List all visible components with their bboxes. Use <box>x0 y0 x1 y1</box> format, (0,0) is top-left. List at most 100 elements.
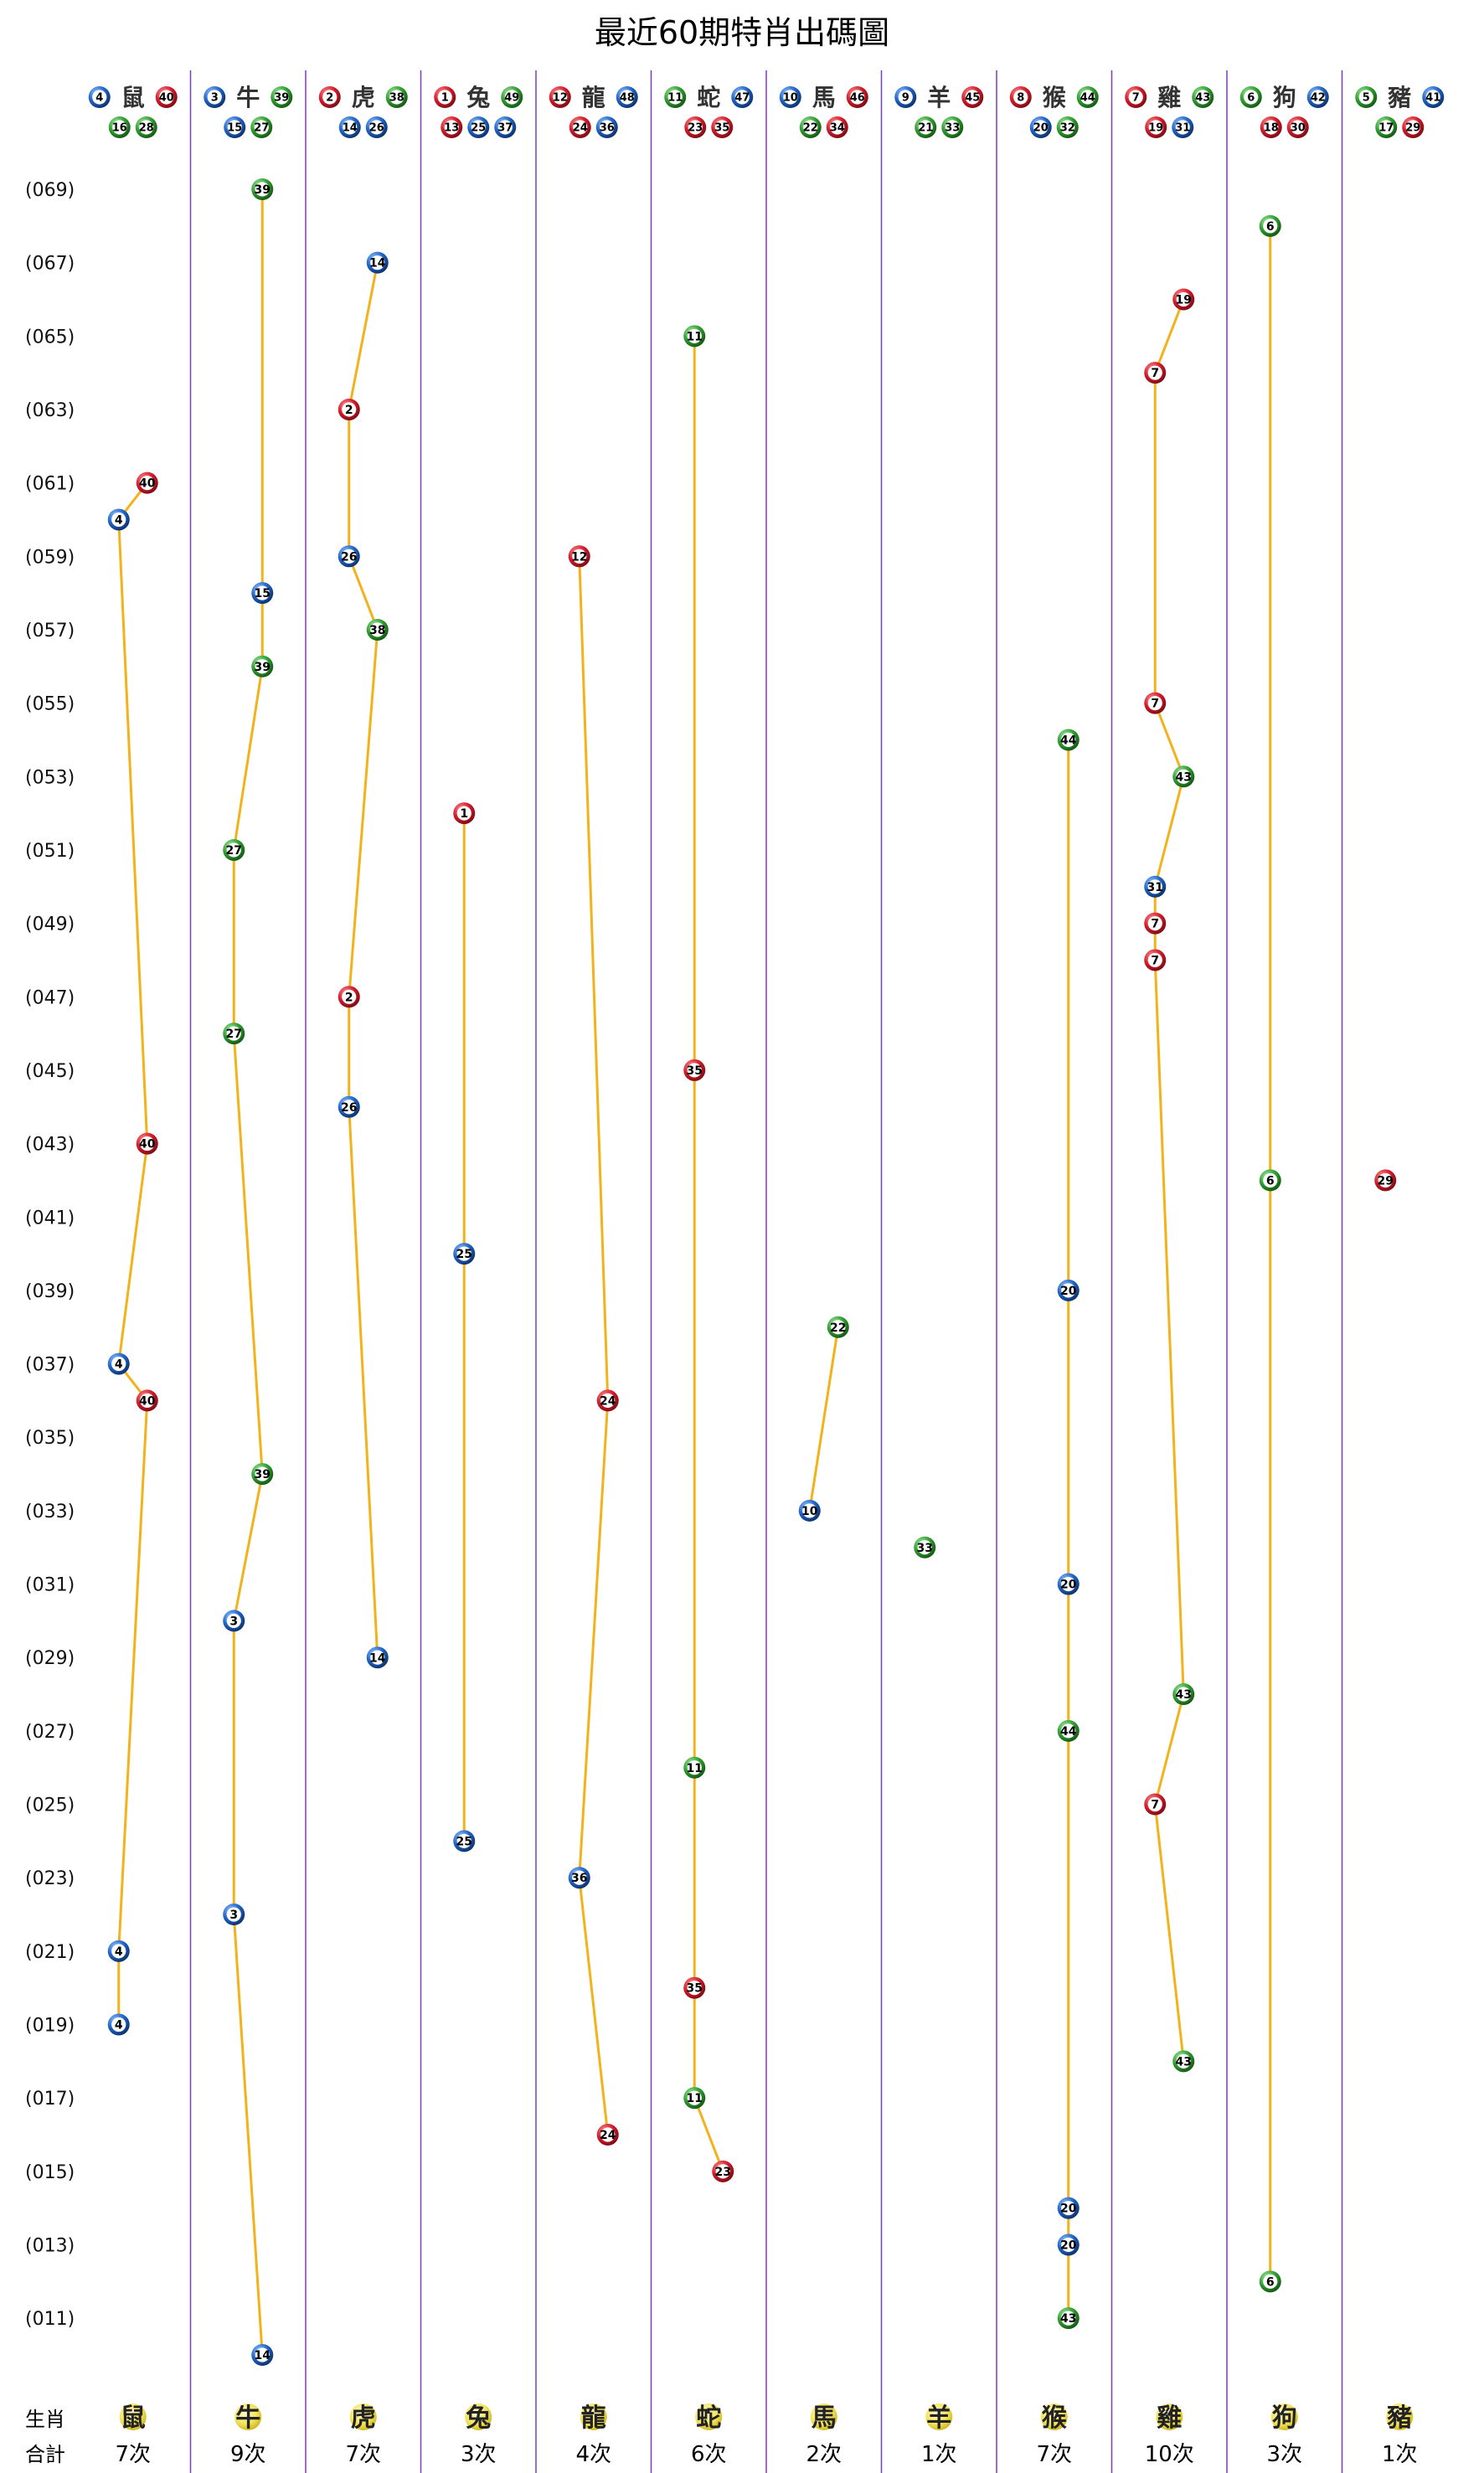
header-number: 3 <box>204 86 226 108</box>
period-label: (011) <box>25 2309 75 2330</box>
header-number: 4 <box>88 86 111 108</box>
ball-number: 3 <box>229 1615 238 1628</box>
data-point: 14 <box>366 1646 389 1669</box>
header-number: 36 <box>595 116 618 138</box>
header-number: 10 <box>779 86 801 108</box>
ball-face <box>898 90 913 105</box>
ball-number: 20 <box>1060 2239 1077 2253</box>
data-point: 12 <box>568 545 590 568</box>
data-point: 1 <box>453 802 476 825</box>
ball-number: 11 <box>687 1762 703 1775</box>
series-segment <box>578 1878 610 2136</box>
data-point: 11 <box>683 2087 706 2110</box>
period-label: (069) <box>25 180 75 201</box>
ball-face <box>456 1833 471 1848</box>
ball-face <box>389 90 404 105</box>
ball-number: 44 <box>1060 1725 1077 1739</box>
ball-number: 1 <box>460 807 468 821</box>
ball-number: 1 <box>441 92 449 105</box>
header-number: 30 <box>1286 116 1309 138</box>
header-number: 15 <box>224 116 246 138</box>
header-number: 28 <box>135 116 157 138</box>
ball-number: 4 <box>115 1358 123 1372</box>
series-segment <box>232 1033 264 1475</box>
ball-number: 47 <box>734 92 750 105</box>
ball-face <box>370 1650 385 1665</box>
ball-face <box>1175 120 1190 135</box>
data-point: 19 <box>1172 288 1195 311</box>
footer-zodiac-badge <box>119 2403 147 2430</box>
footer-zodiac: 猴 <box>1042 2403 1067 2433</box>
data-point: 29 <box>1374 1169 1397 1192</box>
ball-face <box>1263 219 1278 234</box>
period-label: (037) <box>25 1355 75 1376</box>
ball-face <box>342 989 357 1004</box>
ball-face <box>471 120 486 135</box>
data-point: 43 <box>1057 2307 1080 2330</box>
data-point: 2 <box>338 986 360 1008</box>
ball-face <box>688 120 703 135</box>
ball-face <box>783 90 798 105</box>
ball-face <box>687 328 702 343</box>
footer-zodiac: 龍 <box>581 2403 606 2433</box>
ball-face <box>1264 120 1279 135</box>
ball-face <box>1378 120 1394 135</box>
data-point: 25 <box>453 1243 476 1265</box>
footer-zodiac-badge <box>1156 2403 1183 2430</box>
ball-number: 31 <box>1175 122 1190 135</box>
series-segment <box>808 1327 840 1512</box>
ball-face <box>1060 120 1075 135</box>
ball-face <box>370 622 385 637</box>
data-point: 43 <box>1172 1683 1195 1706</box>
period-label: (063) <box>25 400 75 421</box>
header-number: 16 <box>108 116 131 138</box>
ball-face <box>687 1981 702 1996</box>
ball-face <box>687 2090 702 2105</box>
footer-count: 3次 <box>1266 2442 1302 2467</box>
ball-face <box>444 120 459 135</box>
ball-face <box>1147 916 1162 931</box>
series-points: 4044044044391539272739331414226382261412… <box>107 178 1397 2366</box>
footer-total-label: 合計 <box>25 2443 65 2466</box>
data-point: 14 <box>366 251 389 274</box>
header-number: 26 <box>365 116 388 138</box>
data-point: 26 <box>338 545 360 568</box>
data-point: 3 <box>223 1904 245 1926</box>
ball-number: 6 <box>1266 2275 1275 2289</box>
period-label: (045) <box>25 1061 75 1082</box>
period-label: (025) <box>25 1796 75 1816</box>
ball-face <box>803 120 818 135</box>
ball-face <box>1263 2274 1278 2289</box>
ball-number: 33 <box>945 122 960 135</box>
footer-zodiac-badge <box>234 2403 262 2430</box>
ball-face <box>274 90 289 105</box>
series-segment <box>1153 298 1185 374</box>
ball-number: 40 <box>139 477 156 491</box>
ball-number: 46 <box>850 92 865 105</box>
column-dividers <box>189 70 1343 2473</box>
header-number: 41 <box>1422 86 1445 108</box>
period-label: (047) <box>25 987 75 1008</box>
period-label: (023) <box>25 1868 75 1889</box>
ball-number: 35 <box>714 122 729 135</box>
period-label: (065) <box>25 327 75 348</box>
footer-zodiac-badge <box>1386 2403 1414 2430</box>
ball-face <box>111 512 126 528</box>
data-point: 6 <box>1259 1169 1281 1192</box>
series-segment <box>348 1106 379 1658</box>
ball-face <box>667 90 683 105</box>
ball-face <box>140 476 155 491</box>
data-point: 25 <box>453 1830 476 1852</box>
series-segment <box>117 1400 149 1951</box>
ball-number: 8 <box>1017 92 1024 105</box>
ball-number: 29 <box>1378 1174 1394 1188</box>
header-number: 8 <box>1009 86 1032 108</box>
ball-face <box>255 659 270 674</box>
ball-number: 41 <box>1425 92 1440 105</box>
ball-face <box>1061 732 1076 748</box>
series-segment <box>578 556 610 1401</box>
period-label: (033) <box>25 1502 75 1522</box>
ball-face <box>965 90 980 105</box>
period-label: (049) <box>25 914 75 935</box>
header-number: 31 <box>1172 116 1194 138</box>
